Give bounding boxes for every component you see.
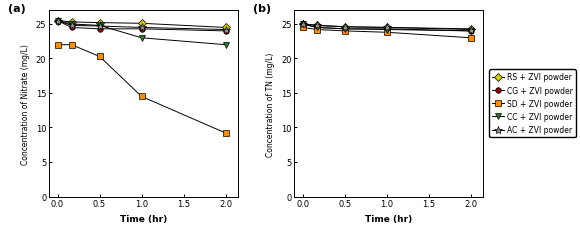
Legend: RS + ZVI powder, CG + ZVI powder, SD + ZVI powder, CC + ZVI powder, AC + ZVI pow: RS + ZVI powder, CG + ZVI powder, SD + Z… — [489, 70, 576, 138]
Text: (a): (a) — [8, 4, 26, 14]
X-axis label: Time (hr): Time (hr) — [120, 214, 167, 223]
X-axis label: Time (hr): Time (hr) — [365, 214, 412, 223]
Y-axis label: Concentration of Nitrate (mg/L): Concentration of Nitrate (mg/L) — [21, 44, 30, 164]
Y-axis label: Concentration of TN (mg/L): Concentration of TN (mg/L) — [266, 52, 276, 156]
Text: (b): (b) — [253, 4, 271, 14]
